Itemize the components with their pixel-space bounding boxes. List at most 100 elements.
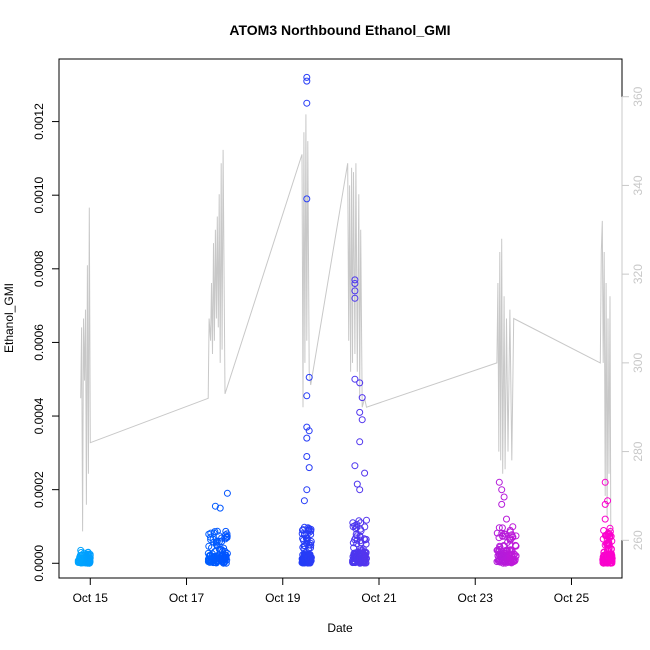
data-point <box>356 379 364 387</box>
y-axis: 0.0000 0.0002 0.0004 0.0006 0.0008 0.0010 0.00… <box>32 103 60 582</box>
data-point <box>223 530 231 538</box>
data-point <box>359 545 367 553</box>
data-point <box>355 517 363 525</box>
x-tick-label: Oct 17 <box>169 591 205 605</box>
data-point <box>353 520 361 528</box>
y2-tick-label: 340 <box>631 175 645 195</box>
data-point <box>601 515 609 523</box>
data-point <box>512 532 520 540</box>
data-point <box>498 486 506 494</box>
data-point <box>351 294 359 302</box>
y-tick-label: 0.0008 <box>32 250 46 287</box>
data-point <box>211 502 219 510</box>
data-point <box>512 541 519 549</box>
data-point <box>601 500 609 508</box>
y-tick-label: 0.0010 <box>32 177 46 214</box>
data-point <box>220 544 228 552</box>
y2-tick-label: 300 <box>631 353 645 373</box>
data-point <box>358 394 366 402</box>
data-point <box>511 557 519 565</box>
data-point <box>498 500 506 508</box>
data-point <box>355 558 363 566</box>
data-point <box>305 464 313 472</box>
y-tick-label: 0.0012 <box>32 103 46 140</box>
data-point <box>509 553 517 561</box>
data-point <box>500 493 508 501</box>
data-point <box>356 554 364 562</box>
data-point <box>215 545 223 553</box>
data-point <box>351 280 359 287</box>
plot-frame <box>58 58 623 579</box>
data-point <box>303 392 311 400</box>
data-point <box>606 524 614 532</box>
data-point <box>85 558 92 566</box>
data-point <box>506 526 514 534</box>
data-point <box>351 276 359 284</box>
y-tick-label: 0.0002 <box>32 471 46 508</box>
data-point <box>213 527 221 535</box>
x-axis-label: Date <box>327 621 353 635</box>
data-point <box>207 529 215 537</box>
data-point <box>599 556 607 564</box>
data-point <box>356 438 364 446</box>
data-point <box>359 548 367 556</box>
data-point <box>353 554 361 562</box>
data-point <box>303 423 311 431</box>
data-point <box>358 416 366 424</box>
data-point <box>603 536 611 544</box>
data-point <box>495 478 503 486</box>
points-layer <box>74 73 616 567</box>
data-point <box>351 522 359 530</box>
data-point <box>216 504 224 512</box>
data-point <box>510 558 518 566</box>
x-tick-label: Oct 19 <box>265 591 301 605</box>
data-point <box>351 375 359 383</box>
data-point <box>211 552 219 560</box>
data-point <box>601 478 609 486</box>
data-point <box>307 531 315 538</box>
data-point <box>303 453 311 460</box>
data-point <box>303 73 311 81</box>
data-point <box>206 556 214 564</box>
data-point <box>303 77 311 85</box>
data-point <box>498 524 506 532</box>
data-point <box>302 532 310 539</box>
data-point <box>300 497 308 505</box>
x-tick-label: Oct 21 <box>361 591 397 605</box>
y2-tick-label: 320 <box>631 264 645 284</box>
data-point <box>363 516 370 524</box>
data-point <box>211 528 219 536</box>
y2-tick-label: 280 <box>631 441 645 461</box>
data-point <box>494 546 502 554</box>
data-point <box>211 555 219 563</box>
data-point <box>221 554 228 562</box>
chart-title: ATOM3 Northbound Ethanol_GMI <box>229 22 450 38</box>
data-point <box>74 557 82 565</box>
data-point <box>86 552 94 560</box>
data-point <box>303 99 311 107</box>
secondary-line-layer <box>80 114 612 563</box>
data-point <box>303 535 311 543</box>
data-point <box>498 552 505 560</box>
data-point <box>600 548 608 556</box>
data-point <box>506 535 513 542</box>
data-point <box>305 427 313 435</box>
data-point <box>210 556 218 564</box>
data-point <box>351 287 359 295</box>
data-point <box>353 524 361 531</box>
data-point <box>353 532 361 540</box>
y-tick-label: 0.0004 <box>32 397 46 434</box>
data-point <box>223 489 231 497</box>
y-axis-label: Ethanol_GMI <box>2 283 16 353</box>
data-point <box>304 524 312 532</box>
data-point <box>506 554 514 562</box>
plot-area <box>58 58 623 579</box>
data-point <box>76 555 84 563</box>
x-tick-label: Oct 15 <box>73 591 109 605</box>
data-point <box>353 480 361 488</box>
data-point <box>356 486 364 494</box>
data-point <box>501 530 509 538</box>
data-point <box>77 546 85 554</box>
data-point <box>351 462 359 470</box>
